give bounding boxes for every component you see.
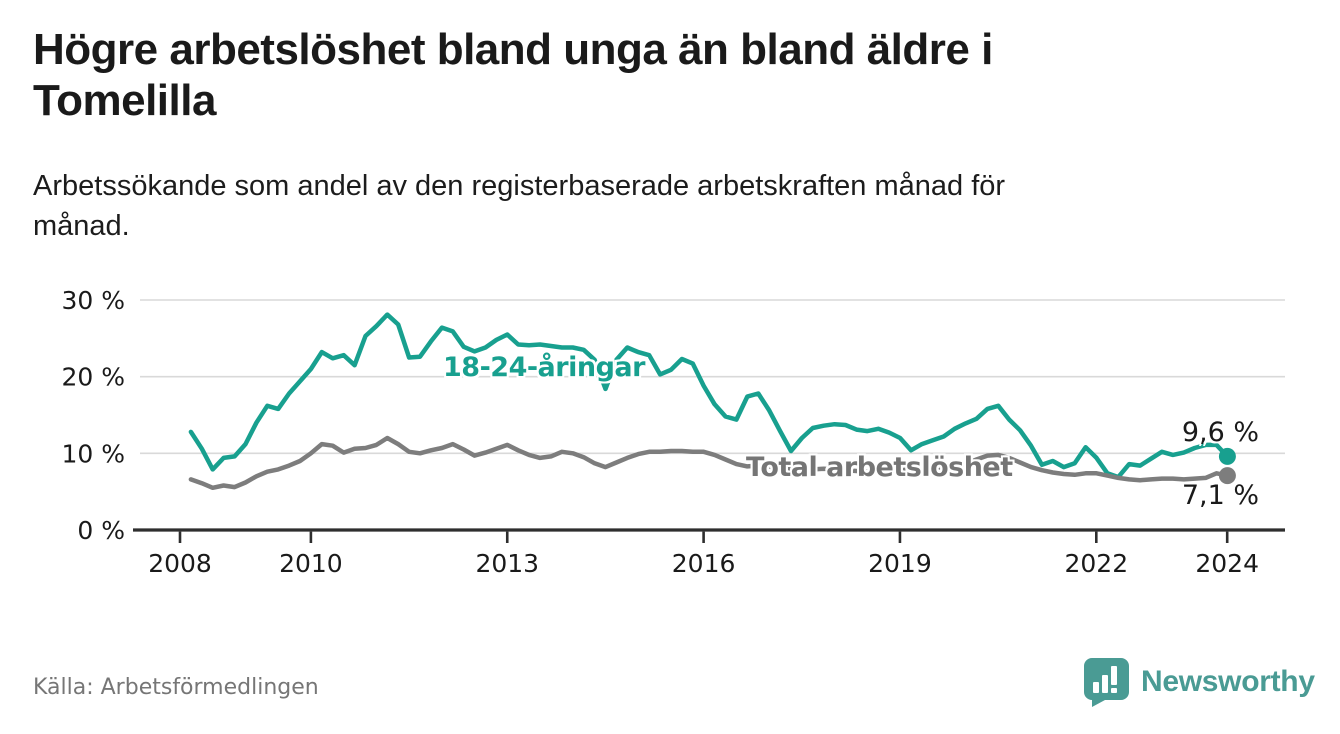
y-axis-labels: 0 % 10 % 20 % 30 % xyxy=(61,286,125,545)
x-tick-label-2013: 2013 xyxy=(475,549,539,578)
series-label-total: Total arbetslöshet xyxy=(746,452,1013,483)
series-label-youth: 18-24-åringar xyxy=(443,352,645,383)
title-line-1: Högre arbetslöshet bland unga än bland ä… xyxy=(33,25,993,74)
newsworthy-logo[interactable]: Newsworthy xyxy=(1083,657,1315,707)
newsworthy-bubble-icon xyxy=(1084,658,1129,707)
x-tick-label-2022: 2022 xyxy=(1064,549,1128,578)
y-tick-label-10: 10 % xyxy=(61,439,125,468)
bar-3-dot xyxy=(1111,688,1117,693)
bar-1 xyxy=(1093,682,1099,693)
bar-2 xyxy=(1102,675,1108,693)
bar-3 xyxy=(1111,666,1117,685)
end-value-youth: 9,6 % xyxy=(1181,417,1259,448)
series-end-dot-youth xyxy=(1218,447,1236,465)
chart-subtitle: Arbetssökande som andel av den registerb… xyxy=(33,166,1293,246)
source-note: Källa: Arbetsförmedlingen xyxy=(33,675,319,700)
newsworthy-wordmark: Newsworthy xyxy=(1141,665,1315,698)
y-tick-label-30: 30 % xyxy=(61,286,125,315)
end-value-total: 7,1 % xyxy=(1181,480,1259,511)
y-tick-label-0: 0 % xyxy=(77,516,125,545)
x-tick-label-2016: 2016 xyxy=(672,549,736,578)
x-tick-label-2008: 2008 xyxy=(148,549,212,578)
series-line-total xyxy=(188,435,1230,491)
subtitle-line-1: Arbetssökande som andel av den registerb… xyxy=(33,170,1006,202)
x-tick-label-2024: 2024 xyxy=(1195,549,1259,578)
page-title: Högre arbetslöshet bland unga än bland ä… xyxy=(33,24,1293,126)
x-tick-label-2019: 2019 xyxy=(868,549,932,578)
series-lines xyxy=(188,312,1236,491)
x-axis: 2008 2010 2013 2016 2019 2022 2024 xyxy=(133,528,1285,578)
series-line-youth xyxy=(188,312,1230,480)
subtitle-line-2: månad. xyxy=(33,210,130,242)
gridlines xyxy=(140,299,1285,455)
x-tick-label-2010: 2010 xyxy=(279,549,343,578)
y-tick-label-20: 20 % xyxy=(61,363,125,392)
title-line-2: Tomelilla xyxy=(33,76,216,125)
